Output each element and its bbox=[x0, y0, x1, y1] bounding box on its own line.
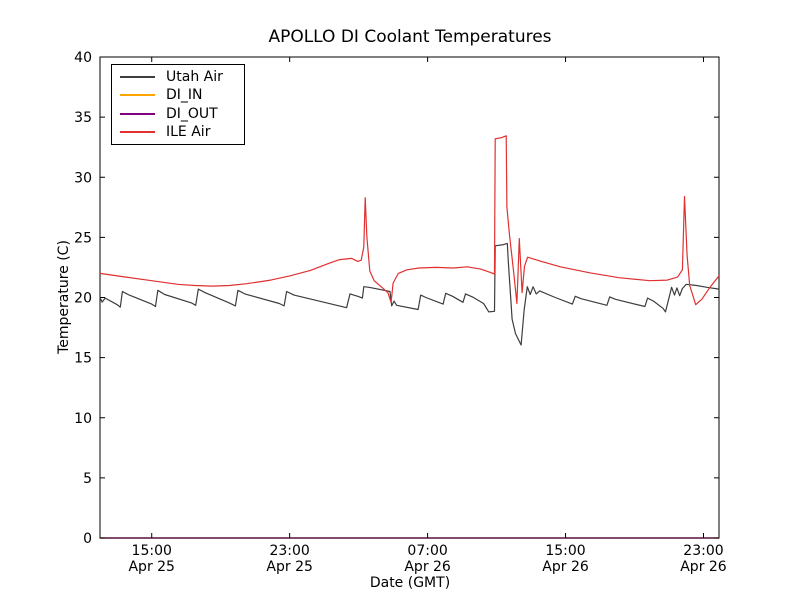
y-tick-label: 35 bbox=[74, 110, 92, 126]
legend-item-di-in: DI_IN bbox=[112, 86, 244, 104]
y-tick-label: 5 bbox=[83, 471, 92, 487]
legend-label: DI_OUT bbox=[166, 105, 218, 122]
y-tick-label: 0 bbox=[83, 531, 92, 547]
legend-item-ile-air: ILE Air bbox=[112, 123, 244, 141]
series-line-ile-air bbox=[99, 135, 720, 306]
x-tick-label: 07:00 Apr 26 bbox=[404, 543, 451, 575]
y-tick-label: 40 bbox=[74, 50, 92, 66]
y-tick-label: 10 bbox=[74, 411, 92, 427]
x-tick-label: 15:00 Apr 26 bbox=[542, 543, 589, 575]
y-axis-label: Temperature (C) bbox=[56, 240, 72, 354]
legend-label: Utah Air bbox=[166, 69, 223, 86]
legend-swatch bbox=[120, 94, 155, 97]
series-line-utah-air bbox=[99, 242, 720, 346]
legend-item-utah-air: Utah Air bbox=[112, 68, 244, 86]
x-axis-label: Date (GMT) bbox=[369, 575, 451, 591]
y-tick-label: 30 bbox=[74, 170, 92, 186]
y-tick-label: 20 bbox=[74, 291, 92, 307]
legend-label: DI_IN bbox=[166, 87, 203, 104]
legend: Utah Air DI_IN DI_OUT ILE Air bbox=[111, 64, 245, 145]
y-tick-label: 15 bbox=[74, 351, 92, 367]
x-tick-label: 23:00 Apr 25 bbox=[266, 543, 312, 575]
legend-label: ILE Air bbox=[166, 123, 211, 140]
legend-swatch bbox=[120, 130, 155, 133]
y-tick-label: 25 bbox=[74, 230, 92, 246]
legend-swatch bbox=[120, 76, 155, 79]
legend-swatch bbox=[120, 112, 155, 115]
x-tick-label: 15:00 Apr 25 bbox=[128, 543, 174, 575]
legend-item-di-out: DI_OUT bbox=[112, 105, 244, 123]
x-tick-label: 23:00 Apr 26 bbox=[680, 543, 727, 575]
chart-title: APOLLO DI Coolant Temperatures bbox=[268, 27, 552, 47]
